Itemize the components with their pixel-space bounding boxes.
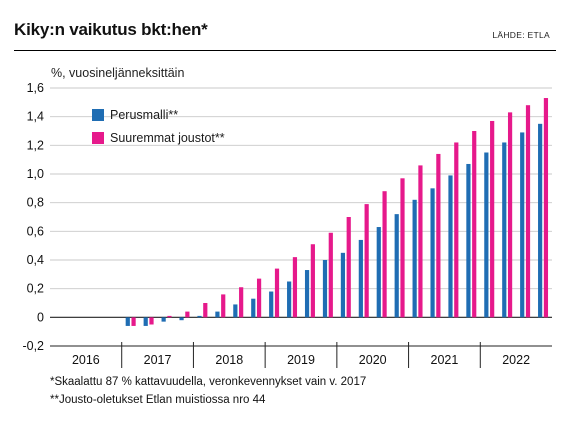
y-axis-label: %, vuosineljänneksittäin [51,66,185,80]
bar-suuremmat-joustot [490,120,495,318]
bar-suuremmat-joustot [256,278,262,318]
bar-perusmalli [251,298,256,318]
bar-perusmalli [215,311,220,318]
bar-suuremmat-joustot [436,153,441,318]
bar-suuremmat-joustot [364,204,369,318]
bar-perusmalli [340,252,346,318]
legend-item-suuremmat-joustot: Suuremmat joustot** [92,126,225,149]
bar-suuremmat-joustot [203,303,208,318]
bar-perusmalli [430,188,435,318]
bar-suuremmat-joustot [274,268,280,318]
bar-suuremmat-joustot [507,112,513,318]
bar-perusmalli [161,317,166,322]
y-tick-label: 1,2 [27,138,44,152]
footnote-elasticity: **Jousto-oletukset Etlan muistiossa nro … [50,394,266,406]
bar-perusmalli [287,281,292,318]
bar-suuremmat-joustot [310,244,315,318]
x-tick-label-year: 2021 [431,353,459,367]
bar-perusmalli [484,152,489,318]
bar-perusmalli [269,291,274,318]
y-tick-label: 0,2 [27,282,44,296]
bar-suuremmat-joustot [346,217,351,318]
bar-perusmalli [466,163,471,318]
bar-suuremmat-joustot [418,165,423,318]
bar-suuremmat-joustot [472,131,477,318]
bar-suuremmat-joustot [185,311,190,318]
bar-suuremmat-joustot [292,257,298,318]
y-tick-label: -0,2 [22,339,44,353]
x-tick-label-year: 2022 [502,353,530,367]
y-tick-label: 0,6 [27,224,44,238]
bar-perusmalli [412,199,417,318]
bar-suuremmat-joustot [525,105,531,318]
bar-perusmalli [538,123,543,318]
bar-perusmalli [125,317,130,326]
bar-suuremmat-joustot [400,178,405,318]
y-tick-label: 1,6 [27,81,44,95]
bar-perusmalli [358,239,363,318]
bar-perusmalli [502,142,507,318]
bar-suuremmat-joustot [543,98,549,318]
y-tick-label: 0,4 [27,253,44,267]
bar-suuremmat-joustot [454,142,459,318]
bar-suuremmat-joustot [221,294,226,318]
bar-perusmalli [376,227,381,318]
legend-label-perusmalli: Perusmalli** [110,107,179,122]
x-tick-label-year: 2019 [287,353,315,367]
legend-swatch-suuremmat-joustot [92,131,104,144]
legend-swatch-perusmalli [92,108,104,121]
legend-label-suuremmat-joustot: Suuremmat joustot** [110,130,225,145]
bar-suuremmat-joustot [167,315,172,318]
bar-perusmalli [448,175,453,318]
x-tick-label-year: 2018 [215,353,243,367]
bar-perusmalli [520,132,525,318]
x-tick-label-year: 2016 [72,353,100,367]
bar-perusmalli [179,317,184,321]
legend: Perusmalli** Suuremmat joustot** [92,103,225,149]
bar-suuremmat-joustot [149,317,154,325]
bar-suuremmat-joustot [239,287,244,318]
bar-perusmalli [304,270,310,318]
bar-perusmalli [394,214,399,318]
chart-title: Kiky:n vaikutus bkt:hen* [14,20,208,39]
bar-perusmalli [233,304,238,318]
y-tick-label: 0 [37,310,44,324]
legend-item-perusmalli: Perusmalli** [92,103,225,126]
bar-perusmalli [143,317,148,326]
x-tick-label-year: 2017 [144,353,172,367]
bar-suuremmat-joustot [382,191,387,318]
bar-suuremmat-joustot [328,232,333,318]
y-tick-label: 0,8 [27,196,44,210]
source-label: LÄHDE: ETLA [492,30,550,40]
y-tick-label: 1,4 [27,110,44,124]
bar-chart: -0,2 0 0,2 0,4 0,6 0,8 1,0 1,2 1,4 1,6 2016 2017 201… [22,81,552,368]
bar-perusmalli [197,315,202,318]
bar-suuremmat-joustot [131,317,136,326]
x-tick-label-year: 2020 [359,353,387,367]
bar-perusmalli [322,260,328,318]
y-tick-label: 1,0 [27,167,44,181]
footnote-scaling: *Skaalattu 87 % kattavuudella, veronkeve… [50,376,367,388]
title-divider [14,50,556,52]
